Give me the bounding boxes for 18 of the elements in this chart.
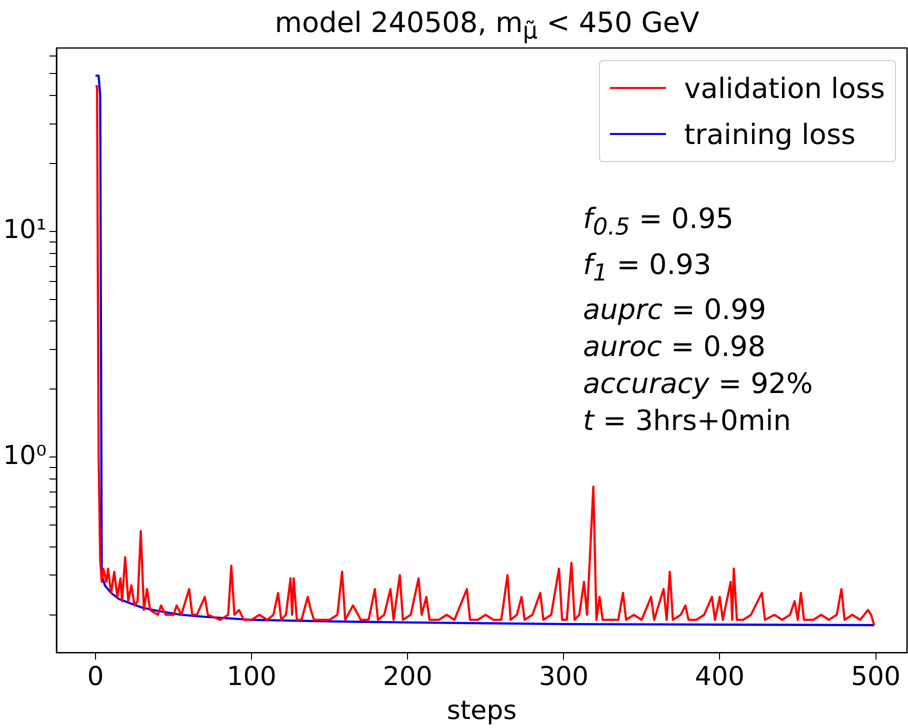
x-tick-label: 200 bbox=[382, 662, 432, 692]
annotation: t = 3hrs+0min bbox=[583, 404, 791, 438]
annotation: f$_{1}$ = 0.93 bbox=[583, 248, 712, 286]
legend-label: validation loss bbox=[684, 72, 885, 104]
x-tick-label: 400 bbox=[694, 662, 745, 692]
annotation: accuracy = 92% bbox=[583, 367, 813, 400]
x-tick-label: 500 bbox=[850, 662, 901, 692]
y-tick-label: 10¹ bbox=[2, 215, 47, 246]
x-axis-title: steps bbox=[446, 696, 517, 726]
annotation: auroc = 0.98 bbox=[583, 330, 766, 364]
annotation: auprc = 0.99 bbox=[583, 293, 766, 326]
legend-label: training loss bbox=[684, 118, 856, 150]
x-tick-label: 100 bbox=[226, 662, 276, 692]
chart-title: model 240508, m$_{μ̃}$ < 450 GeV bbox=[274, 6, 700, 45]
annotation: f$_{0.5}$ = 0.95 bbox=[583, 202, 734, 241]
y-tick-label: 10⁰ bbox=[2, 440, 47, 471]
x-tick-label: 0 bbox=[87, 662, 104, 692]
x-tick-label: 300 bbox=[538, 662, 588, 692]
